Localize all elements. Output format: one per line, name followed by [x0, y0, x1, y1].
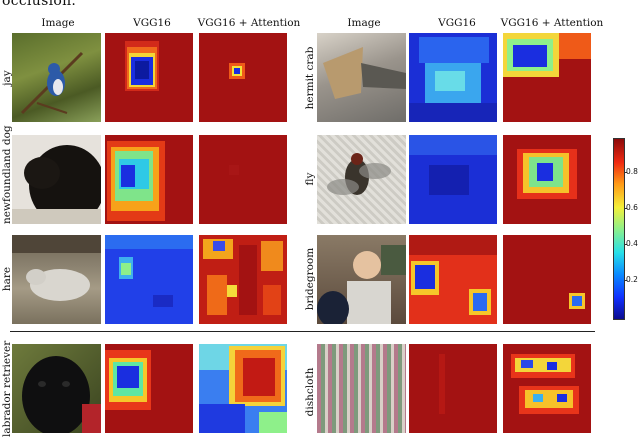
colorbar [613, 138, 625, 320]
heatmap-vgg-bridegroom [409, 235, 497, 324]
heatmap-att-hare [199, 235, 287, 324]
tick-mark-3 [624, 244, 627, 245]
heatmap-vgg-jay [105, 33, 193, 122]
colorbar-tick-08: 0.8 [626, 167, 638, 176]
photo-bridegroom [317, 235, 406, 324]
photo-hare [12, 235, 101, 324]
colorbar-tick-06: 0.6 [626, 203, 638, 212]
row-label-bridegroom: bridegroom [304, 247, 316, 311]
header-vgg-att-left: VGG16 + Attention [197, 17, 301, 29]
heatmap-vgg-labrador [105, 344, 193, 433]
heatmap-att-dishcloth [503, 344, 591, 433]
photo-newfoundland-dog [12, 135, 101, 224]
row-label-dishcloth: dishcloth [304, 367, 316, 417]
header-vgg-att-right: VGG16 + Attention [500, 17, 604, 29]
photo-fly [317, 135, 406, 224]
photo-jay [12, 33, 101, 122]
heatmap-vgg-hare [105, 235, 193, 324]
heatmap-att-fly [503, 135, 591, 224]
header-vgg-right: VGG16 [438, 17, 476, 29]
header-image-left: Image [41, 17, 75, 29]
heatmap-att-newfoundland [199, 135, 287, 224]
cut-caption-line: occlusion. [2, 0, 77, 8]
tick-mark-2 [624, 208, 627, 209]
heatmap-att-hermit-crab [503, 33, 591, 122]
heatmap-att-labrador [199, 344, 287, 433]
heatmap-vgg-newfoundland [105, 135, 193, 224]
header-image-right: Image [347, 17, 381, 29]
header-vgg-left: VGG16 [133, 17, 171, 29]
heatmap-vgg-dishcloth [409, 344, 497, 433]
photo-hermit-crab [317, 33, 406, 122]
section-divider [10, 331, 595, 332]
heatmap-att-bridegroom [503, 235, 591, 324]
row-label-hermit-crab: hermit crab [304, 46, 316, 110]
photo-labrador-retriever [12, 344, 101, 433]
heatmap-vgg-fly [409, 135, 497, 224]
heatmap-att-jay [199, 33, 287, 122]
tick-mark-4 [624, 280, 627, 281]
photo-dishcloth [317, 344, 406, 433]
tick-mark-1 [624, 172, 627, 173]
heatmap-vgg-hermit-crab [409, 33, 497, 122]
row-label-fly: fly [304, 172, 316, 186]
colorbar-tick-02: 0.2 [626, 275, 638, 284]
colorbar-tick-04: 0.4 [626, 239, 638, 248]
